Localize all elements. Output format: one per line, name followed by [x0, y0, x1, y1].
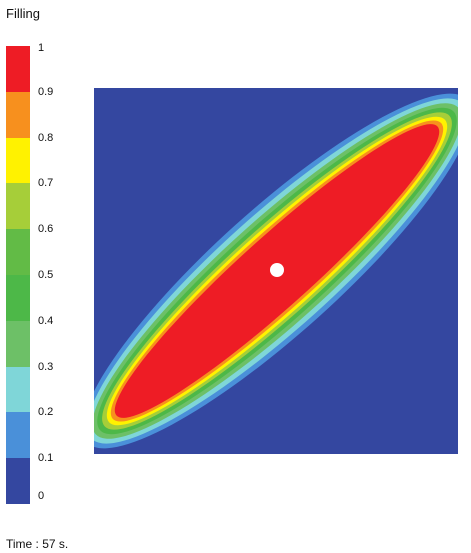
injection-point — [270, 263, 284, 277]
legend-swatch — [6, 91, 30, 138]
legend-swatch — [6, 275, 30, 321]
legend-tick-label: 0.2 — [38, 406, 54, 419]
legend-title: Filling — [6, 6, 40, 21]
legend-swatch — [6, 320, 30, 367]
legend-tick-label: 0.8 — [38, 131, 54, 144]
legend-swatch — [6, 46, 30, 92]
legend-tick-label: 0.3 — [38, 360, 54, 373]
legend-tick-label: 0.7 — [38, 177, 54, 190]
legend-tick-label: 0.4 — [38, 314, 54, 327]
legend-swatch — [6, 412, 30, 459]
legend-tick-label: 0.9 — [38, 85, 54, 98]
legend-tick-label: 1 — [38, 42, 45, 54]
legend-swatch — [6, 183, 30, 230]
legend-swatch — [6, 458, 30, 505]
legend-swatch — [6, 137, 30, 184]
legend-tick-label: 0.1 — [38, 452, 54, 465]
filling-contour-plot — [94, 88, 458, 454]
time-readout: Time : 57 s. — [6, 537, 69, 551]
legend-tick-label: 0 — [38, 490, 45, 502]
legend-swatch — [6, 229, 30, 276]
legend-swatch — [6, 366, 30, 413]
color-legend — [6, 46, 30, 505]
legend-tick-label: 0.5 — [38, 269, 54, 281]
legend-tick-label: 0.6 — [38, 223, 54, 236]
